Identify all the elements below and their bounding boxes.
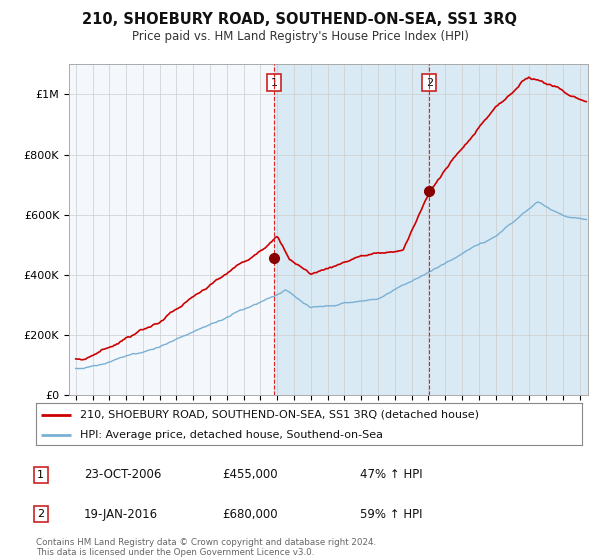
Text: £680,000: £680,000 — [222, 507, 278, 521]
Text: £455,000: £455,000 — [222, 468, 278, 482]
Text: 23-OCT-2006: 23-OCT-2006 — [84, 468, 161, 482]
Text: Price paid vs. HM Land Registry's House Price Index (HPI): Price paid vs. HM Land Registry's House … — [131, 30, 469, 43]
Text: Contains HM Land Registry data © Crown copyright and database right 2024.
This d: Contains HM Land Registry data © Crown c… — [36, 538, 376, 557]
Text: 210, SHOEBURY ROAD, SOUTHEND-ON-SEA, SS1 3RQ (detached house): 210, SHOEBURY ROAD, SOUTHEND-ON-SEA, SS1… — [80, 410, 479, 420]
Text: 2: 2 — [426, 78, 433, 87]
Text: 2: 2 — [37, 509, 44, 519]
Text: 47% ↑ HPI: 47% ↑ HPI — [360, 468, 422, 482]
Text: 59% ↑ HPI: 59% ↑ HPI — [360, 507, 422, 521]
Text: HPI: Average price, detached house, Southend-on-Sea: HPI: Average price, detached house, Sout… — [80, 430, 383, 440]
Bar — [575, 64, 588, 395]
Text: 210, SHOEBURY ROAD, SOUTHEND-ON-SEA, SS1 3RQ: 210, SHOEBURY ROAD, SOUTHEND-ON-SEA, SS1… — [83, 12, 517, 27]
Text: 1: 1 — [37, 470, 44, 480]
Text: 19-JAN-2016: 19-JAN-2016 — [84, 507, 158, 521]
Bar — [274, 64, 588, 395]
Text: 1: 1 — [271, 78, 278, 87]
